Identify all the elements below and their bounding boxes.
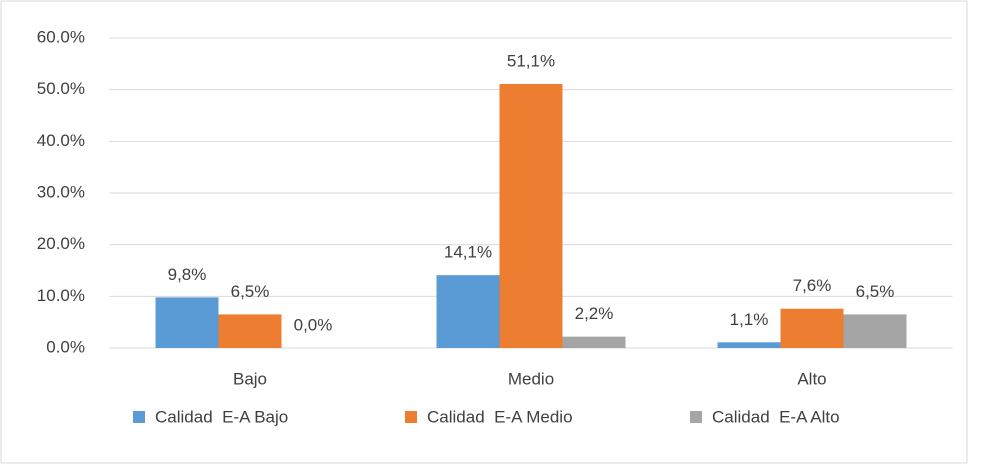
legend-swatch (690, 411, 702, 423)
value-label: 51,1% (507, 51, 555, 70)
legend-label: Calidad E-A Bajo (155, 407, 288, 426)
value-label: 7,6% (793, 276, 832, 295)
chart-border (0, 0, 968, 464)
legend-label: Calidad E-A Alto (712, 407, 840, 426)
x-tick-label: Bajo (233, 369, 267, 388)
legend-swatch (133, 411, 145, 423)
bar (780, 308, 844, 348)
value-label: 14,1% (444, 243, 492, 262)
bar (218, 314, 282, 348)
x-tick-label: Alto (797, 369, 826, 388)
y-tick-label: 10.0% (37, 286, 85, 305)
value-label: 0,0% (294, 315, 333, 334)
legend-label: Calidad E-A Medio (427, 407, 573, 426)
bar (436, 275, 500, 348)
x-tick-label: Medio (508, 369, 554, 388)
y-tick-label: 30.0% (37, 182, 85, 201)
y-tick-label: 50.0% (37, 79, 85, 98)
y-tick-label: 0.0% (46, 337, 85, 356)
bar (499, 83, 563, 348)
legend-swatch (405, 411, 417, 423)
y-tick-label: 40.0% (37, 131, 85, 150)
bar (562, 336, 626, 348)
bar (155, 297, 219, 348)
value-label: 1,1% (730, 310, 769, 329)
value-label: 2,2% (575, 304, 614, 323)
bar (717, 342, 781, 348)
value-label: 9,8% (168, 265, 207, 284)
value-label: 6,5% (231, 282, 270, 301)
y-tick-label: 20.0% (37, 234, 85, 253)
bar (843, 314, 907, 348)
value-label: 6,5% (856, 282, 895, 301)
y-tick-label: 60.0% (37, 27, 85, 46)
